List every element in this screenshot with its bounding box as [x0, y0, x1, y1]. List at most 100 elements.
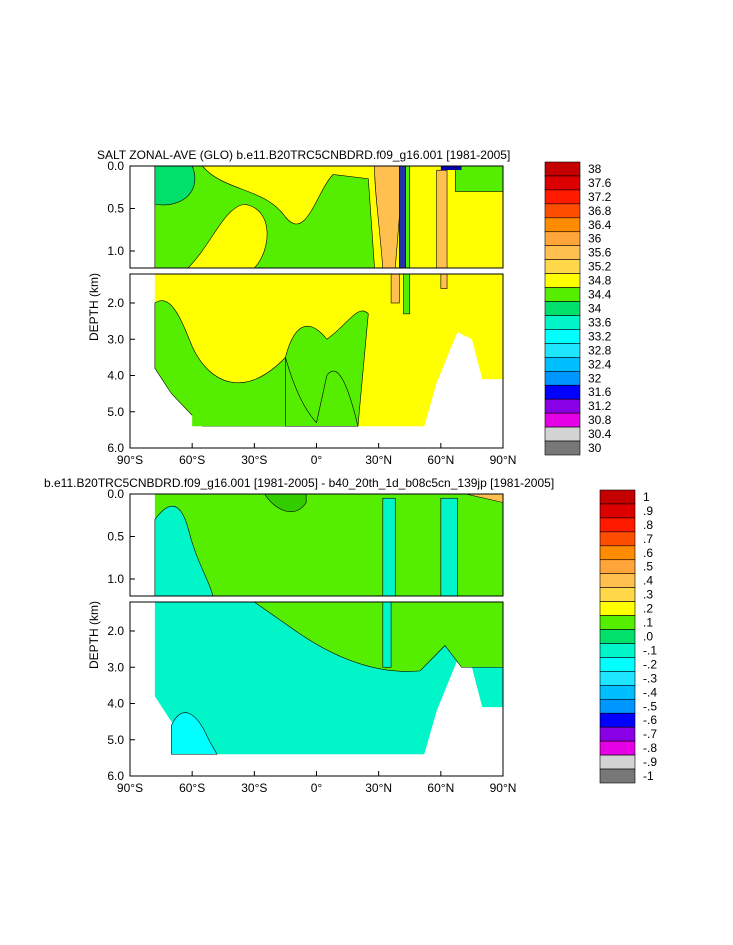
colorbar-label: .7 — [643, 532, 653, 546]
y-tick-label: 0.5 — [107, 530, 124, 544]
y-tick-label: 0.5 — [107, 202, 124, 216]
colorbar-swatch — [599, 517, 636, 533]
y-axis-label: DEPTH (km) — [87, 601, 101, 669]
colorbar-swatch — [544, 370, 581, 386]
colorbar-label: -1 — [643, 769, 654, 783]
colorbar-swatch — [544, 384, 581, 400]
colorbar-swatch — [599, 559, 636, 575]
colorbar-swatch — [599, 754, 636, 770]
field-green-base — [154, 494, 503, 596]
x-tick-label: 90°N — [490, 781, 517, 795]
colorbar-label: 32.8 — [588, 343, 612, 357]
colorbar-swatch — [544, 440, 581, 456]
y-tick-label: 5.0 — [107, 405, 124, 419]
y-tick-label: 1.0 — [107, 572, 124, 586]
x-tick-label: 0° — [311, 453, 323, 467]
colorbar-swatch — [544, 301, 581, 316]
field-dark-surface — [440, 166, 462, 170]
field-cyan-abyssal — [171, 712, 218, 755]
field-green-equatorial — [285, 357, 359, 427]
colorbar-swatch — [544, 315, 581, 330]
upper-panel-field — [154, 166, 503, 268]
colorbar-swatch — [544, 245, 581, 260]
colorbar-swatch — [599, 531, 636, 547]
y-tick-label: 6.0 — [107, 441, 124, 455]
colorbar-swatch — [544, 398, 581, 414]
colorbar-swatch — [599, 573, 636, 588]
field-green-deep — [253, 602, 503, 672]
colorbar-swatch — [599, 740, 636, 756]
colorbar-swatch — [599, 489, 636, 505]
field-cyan-south — [154, 505, 214, 596]
x-tick-label: 30°S — [241, 781, 267, 795]
colorbar-swatch — [599, 685, 636, 700]
colorbar-label: .9 — [643, 504, 653, 518]
x-tick-label: 30°N — [365, 453, 392, 467]
lower-panel-field — [154, 274, 503, 427]
y-tick-label: 6.0 — [107, 769, 124, 783]
colorbar-label: 36.8 — [588, 204, 612, 218]
field-blue-narrow — [399, 166, 406, 268]
colorbar-label: -.2 — [643, 657, 657, 671]
colorbar-swatch — [544, 287, 581, 302]
colorbar-label: -.1 — [643, 643, 657, 657]
field-green-south — [154, 166, 375, 268]
colorbar-label: .3 — [643, 588, 653, 602]
x-tick-label: 90°S — [117, 453, 143, 467]
y-tick-label: 1.0 — [107, 244, 124, 258]
colorbar-swatch — [544, 329, 581, 344]
field-green-narrow — [405, 166, 411, 268]
field-orange-deep-med — [440, 274, 448, 289]
y-tick-label: 4.0 — [107, 697, 124, 711]
colorbar-swatch — [544, 343, 581, 358]
colorbar-swatch — [599, 671, 636, 686]
field-cyan-deep — [154, 602, 503, 755]
upper-panel-frame — [129, 165, 504, 269]
colorbar-label: -.7 — [643, 727, 657, 741]
colorbar-label: 33.2 — [588, 329, 612, 343]
colorbar-swatch — [599, 698, 636, 714]
colorbar-label: 37.2 — [588, 190, 612, 204]
field-green-arctic — [455, 166, 503, 192]
colorbar-swatch — [544, 259, 581, 274]
colorbar-label: -.9 — [643, 755, 657, 769]
field-yellow-deep — [154, 274, 503, 427]
colorbar-label: .1 — [643, 616, 653, 630]
y-tick-label: 3.0 — [107, 660, 124, 674]
colorbar-swatch — [544, 273, 581, 288]
colorbar-label: 32.4 — [588, 357, 612, 371]
colorbar-swatch — [544, 175, 581, 191]
colorbar-swatch — [599, 726, 636, 742]
lower-panel-frame — [129, 601, 504, 777]
colorbar-swatch — [599, 545, 636, 561]
field-green-tropic — [264, 494, 307, 513]
colorbar-swatch — [544, 203, 581, 219]
y-tick-label: 4.0 — [107, 369, 124, 383]
colorbar-swatch — [544, 412, 581, 428]
y-tick-label: 2.0 — [107, 624, 124, 638]
y-tick-label: 2.0 — [107, 296, 124, 310]
colorbar-swatch — [544, 426, 581, 442]
colorbar-label: .8 — [643, 518, 653, 532]
field-cyan-subtropic — [382, 497, 396, 596]
colorbar-swatch — [544, 161, 581, 177]
colorbar-swatch — [599, 712, 636, 728]
colorbar-label: -.4 — [643, 685, 657, 699]
colorbar-swatch — [544, 189, 581, 205]
colorbar-swatch — [599, 601, 636, 616]
field-orange-arctic — [465, 494, 503, 503]
colorbar-label: .2 — [643, 602, 653, 616]
colorbar-swatch — [544, 217, 581, 233]
colorbar-label: 33.6 — [588, 315, 612, 329]
colorbar-label: -.6 — [643, 713, 657, 727]
colorbar-label: 37.6 — [588, 176, 612, 190]
colorbar-label: .4 — [643, 574, 653, 588]
y-tick-label: 3.0 — [107, 332, 124, 346]
colorbar-label: 35.6 — [588, 246, 612, 260]
x-tick-label: 90°N — [490, 453, 517, 467]
colorbar-label: -.8 — [643, 741, 657, 755]
colorbar-swatch — [599, 615, 636, 630]
colorbar-label: .0 — [643, 630, 653, 644]
x-tick-label: 30°S — [241, 453, 267, 467]
